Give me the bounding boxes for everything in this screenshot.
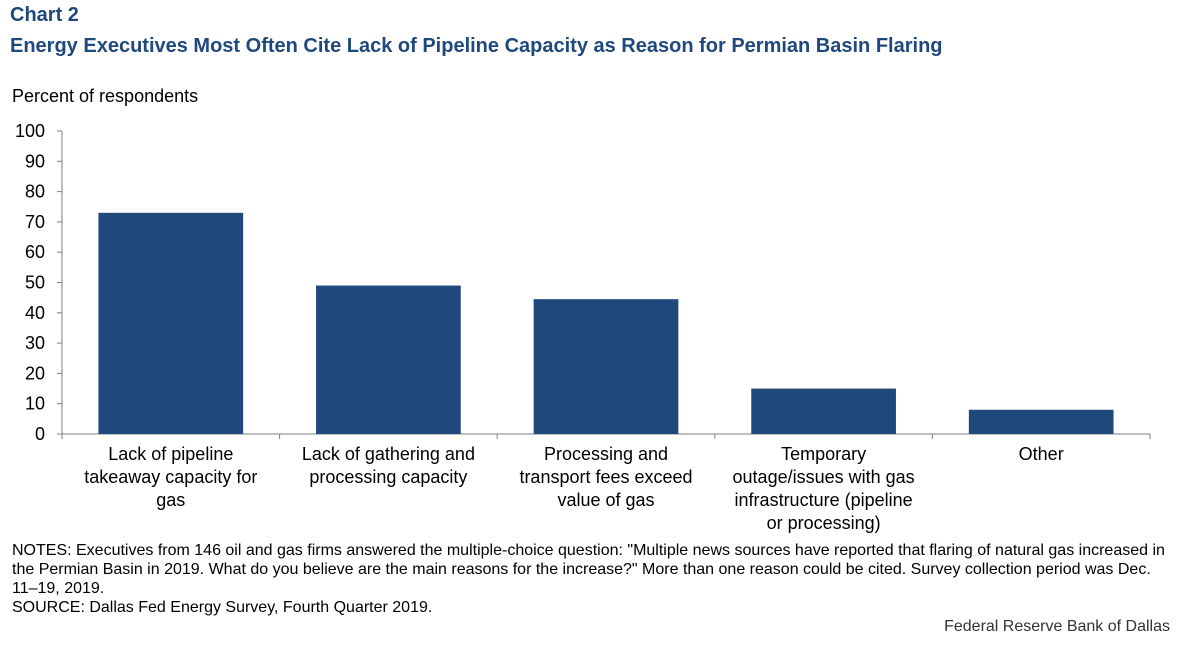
notes-text: NOTES: Executives from 146 oil and gas f…: [12, 542, 1165, 597]
credit-text: Federal Reserve Bank of Dallas: [944, 618, 1170, 635]
y-tick-label: 60: [25, 242, 45, 262]
bar-chart: 0 10 20 30 40 50 60 70 80 90 100 Lack of pipeline ta…: [15, 121, 1151, 533]
source-text: SOURCE: Dallas Fed Energy Survey, Fourth…: [12, 599, 433, 616]
y-tick-label: 0: [35, 424, 45, 444]
y-tick-label: 20: [25, 363, 45, 383]
x-tick-label: Temporary outage/issues with gas infrastru…: [733, 444, 915, 533]
x-tick-label: Other: [1019, 444, 1064, 464]
y-tick-label: 30: [25, 333, 45, 353]
x-tick-label: Lack of gathering and processing capacity: [302, 444, 475, 487]
y-tick-label: 70: [25, 212, 45, 232]
y-tick-label: 80: [25, 182, 45, 202]
x-tick-label: Processing and transport fees exceed value…: [519, 444, 692, 510]
chart-title: Energy Executives Most Often Cite Lack o…: [10, 35, 943, 57]
y-tick-label: 90: [25, 151, 45, 171]
notes-block: NOTES: Executives from 146 oil and gas f…: [12, 541, 1177, 617]
bar: [316, 285, 461, 434]
bar: [968, 409, 1114, 434]
bar: [533, 299, 679, 434]
bar: [751, 388, 896, 434]
y-tick-label: 50: [25, 273, 45, 293]
bar: [98, 212, 244, 434]
y-tick-label: 40: [25, 303, 45, 323]
chart-label: Chart 2: [10, 4, 79, 26]
y-tick-label: 100: [15, 121, 45, 141]
y-axis-label: Percent of respondents: [12, 86, 199, 106]
y-tick-label: 10: [25, 394, 45, 414]
x-tick-label: Lack of pipeline takeaway capacity for gas: [84, 444, 257, 510]
